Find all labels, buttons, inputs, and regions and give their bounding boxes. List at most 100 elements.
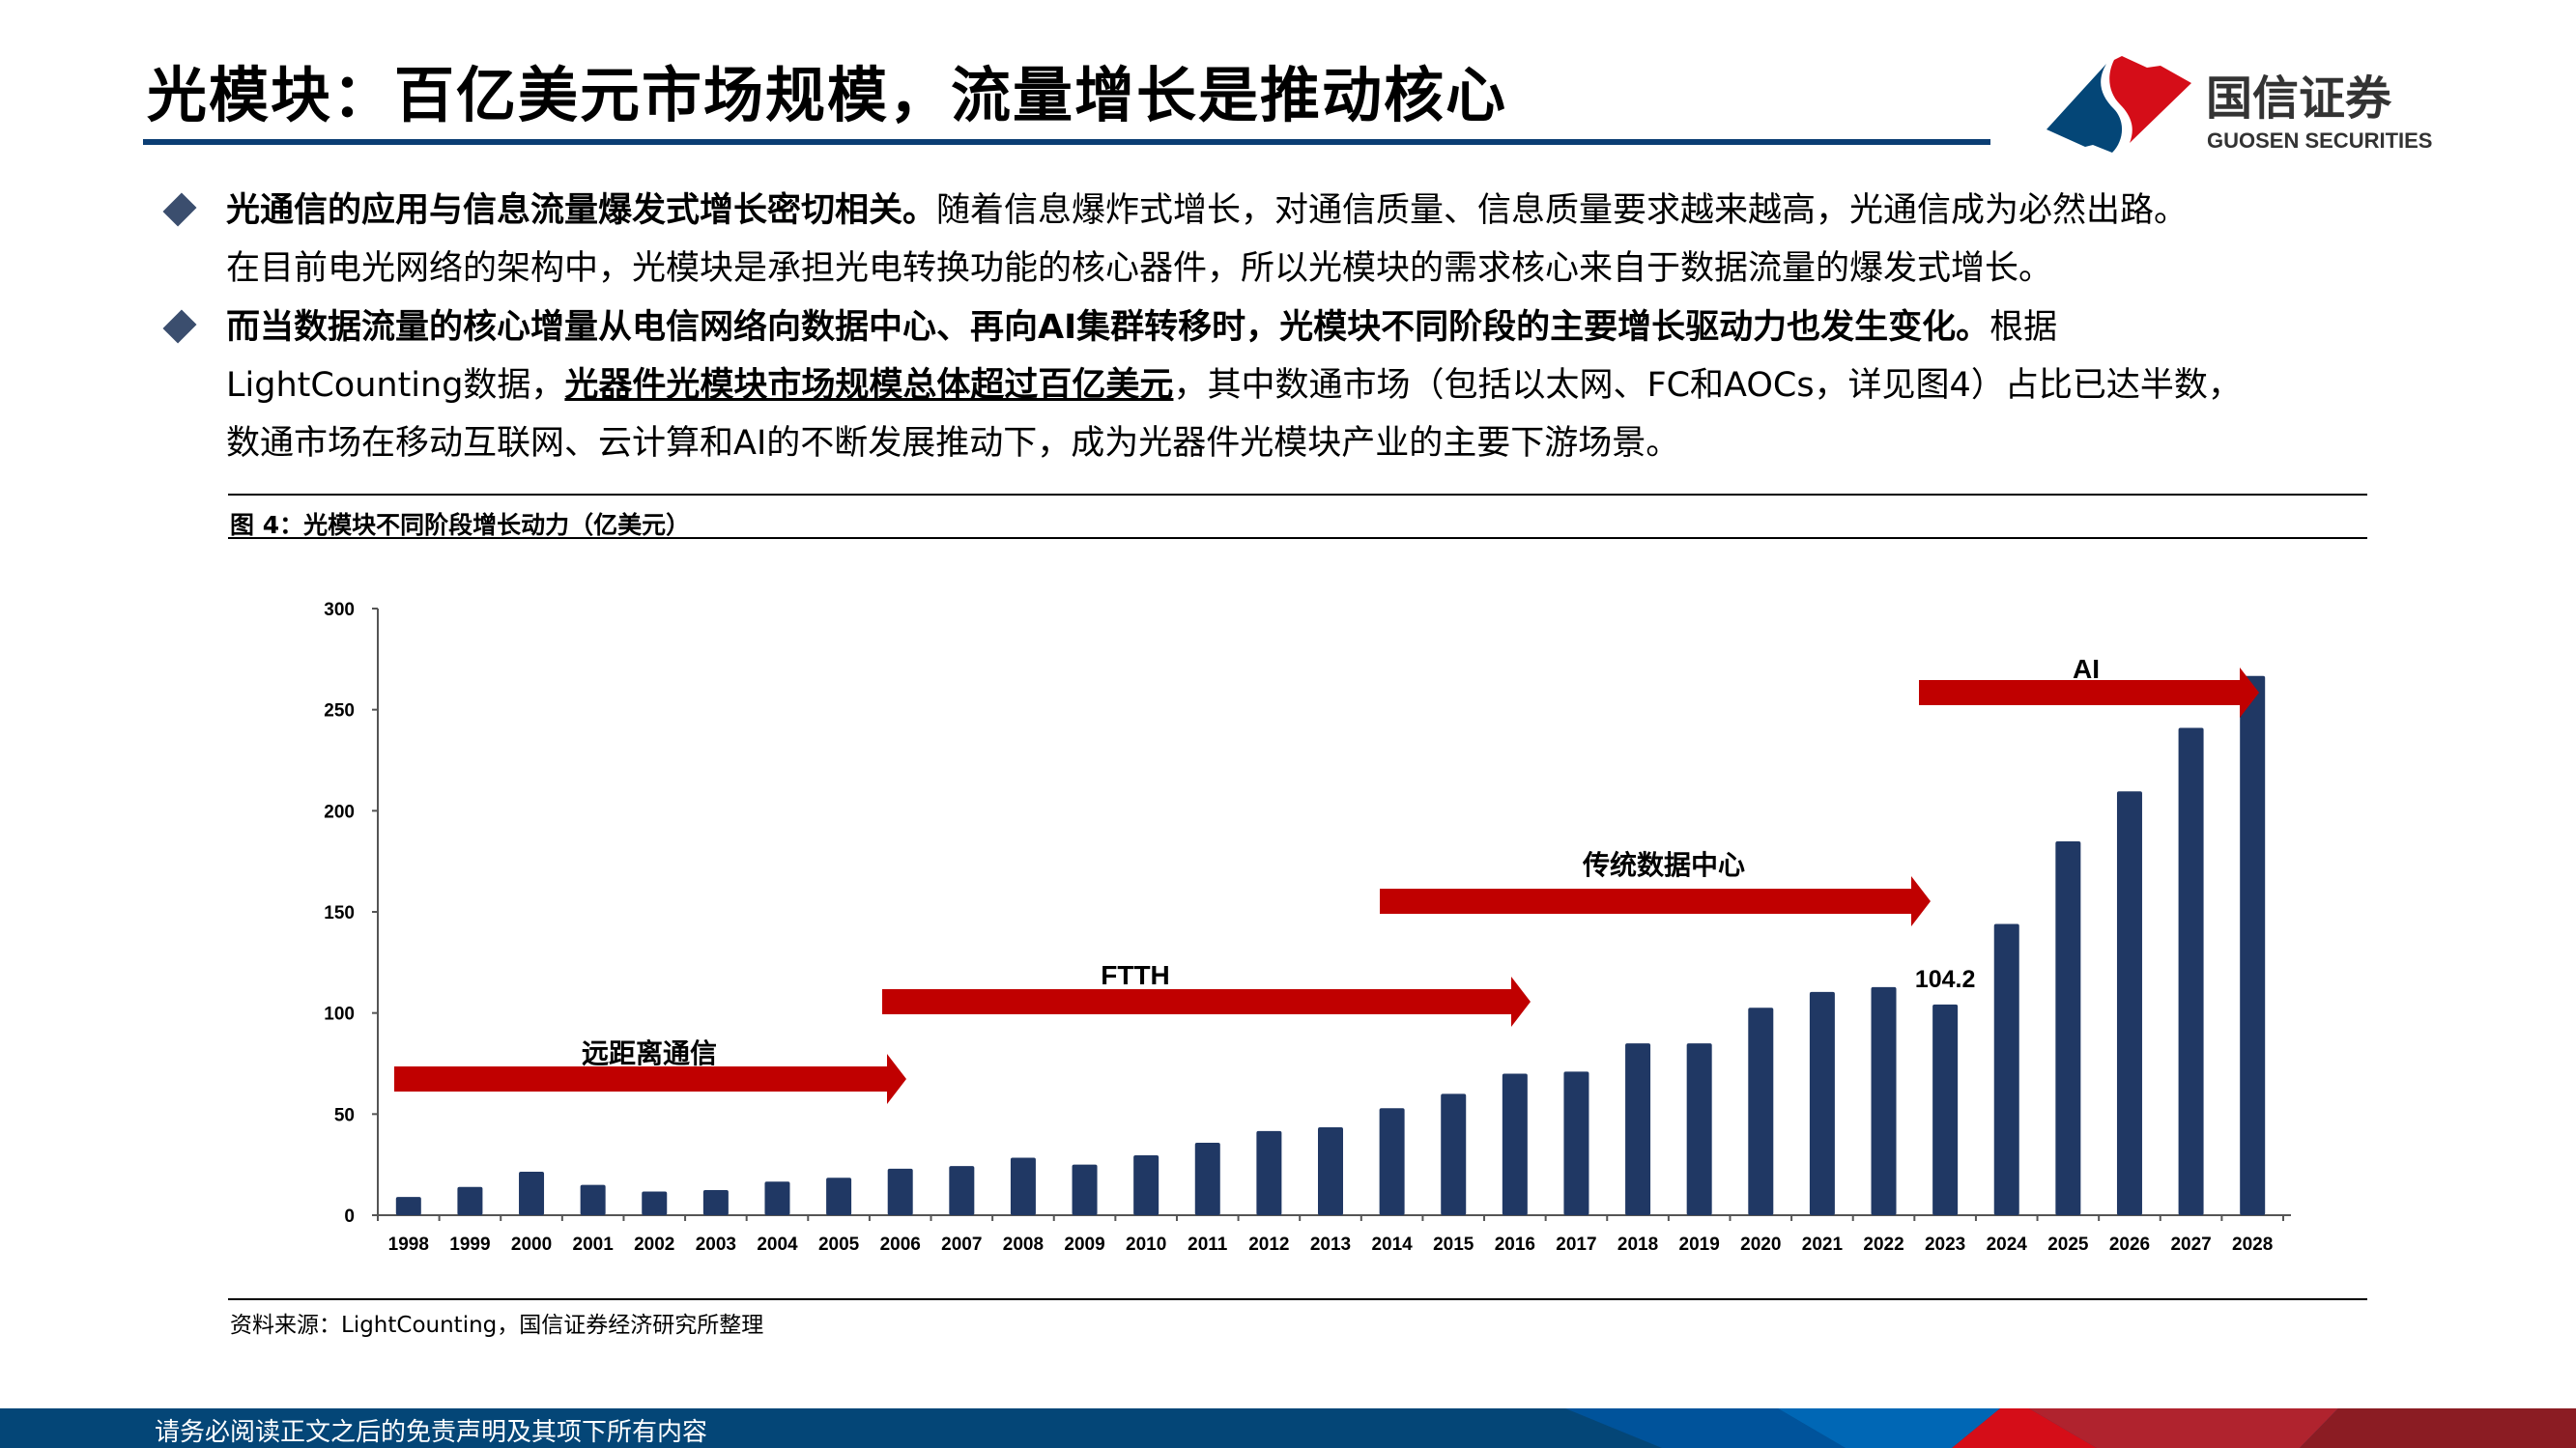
bar-2017 bbox=[1563, 1071, 1589, 1215]
bar-2010 bbox=[1133, 1155, 1159, 1215]
x-tick-label: 2007 bbox=[941, 1235, 982, 1255]
y-tick-label: 250 bbox=[324, 701, 355, 722]
bullet-2-underlined: 光器件光模块市场规模总体超过百亿美元 bbox=[564, 366, 1174, 405]
x-tick-label: 2012 bbox=[1248, 1235, 1289, 1255]
x-tick-label: 1999 bbox=[449, 1235, 490, 1255]
title-underline bbox=[143, 139, 1990, 145]
annotation-label: AI bbox=[2073, 654, 2100, 684]
x-tick-label: 2013 bbox=[1310, 1235, 1351, 1255]
bar-2026 bbox=[2116, 791, 2142, 1215]
guosen-logo: 国信证券 GUOSEN SECURITIES bbox=[2046, 56, 2432, 153]
bar-2013 bbox=[1318, 1126, 1343, 1215]
x-tick-label: 1998 bbox=[388, 1235, 429, 1255]
bar-2014 bbox=[1379, 1108, 1405, 1215]
x-tick-label: 2015 bbox=[1433, 1235, 1474, 1255]
bar-2002 bbox=[642, 1191, 668, 1215]
arrow-right-icon bbox=[882, 977, 1531, 1027]
bar-1999 bbox=[457, 1186, 483, 1215]
footer-disclaimer: 请务必阅读正文之后的免责声明及其项下所有内容 bbox=[155, 1418, 708, 1447]
bar-2020 bbox=[1748, 1008, 1774, 1215]
x-tick-label: 2002 bbox=[634, 1235, 674, 1255]
bullet-2-line3: 数通市场在移动互联网、云计算和AI的不断发展推动下，成为光器件光模块产业的主要下… bbox=[226, 424, 1680, 463]
x-tick-label: 2022 bbox=[1863, 1235, 1903, 1255]
bar-2016 bbox=[1502, 1073, 1528, 1215]
x-tick-label: 2021 bbox=[1802, 1235, 1844, 1255]
logo-cn-text: 国信证券 bbox=[2206, 73, 2392, 125]
figure-caption-rule bbox=[228, 537, 2367, 539]
bar-2001 bbox=[580, 1184, 606, 1215]
x-tick-label: 2005 bbox=[818, 1235, 860, 1255]
figure-source: 资料来源：LightCounting，国信证券经济研究所整理 bbox=[230, 1313, 764, 1338]
bar-2012 bbox=[1256, 1130, 1282, 1215]
bar-2023 bbox=[1932, 1004, 1959, 1215]
x-tick-label: 2027 bbox=[2170, 1235, 2211, 1255]
y-tick-label: 100 bbox=[324, 1005, 355, 1025]
footer-decoration bbox=[1565, 1408, 2576, 1448]
figure-bottom-rule bbox=[228, 1298, 2367, 1300]
bar-2004 bbox=[764, 1181, 790, 1215]
bar-2005 bbox=[826, 1178, 852, 1215]
x-tick-label: 2006 bbox=[880, 1235, 921, 1255]
bar-2018 bbox=[1625, 1043, 1651, 1215]
bar-2027 bbox=[2178, 727, 2204, 1215]
bar-2000 bbox=[519, 1171, 545, 1215]
figure-top-rule bbox=[228, 494, 2367, 496]
y-tick-label: 300 bbox=[324, 600, 355, 620]
logo-en-text: GUOSEN SECURITIES bbox=[2207, 128, 2432, 153]
arrow-right-icon bbox=[394, 1054, 906, 1104]
annotation-label: 传统数据中心 bbox=[1582, 849, 1745, 880]
bullet-2-line2-prefix: LightCounting数据， bbox=[226, 366, 565, 405]
x-tick-label: 2018 bbox=[1617, 1235, 1658, 1255]
x-tick-label: 2000 bbox=[511, 1235, 552, 1255]
footer-bar: 请务必阅读正文之后的免责声明及其项下所有内容 bbox=[0, 1408, 2576, 1448]
bar-1998 bbox=[395, 1197, 421, 1215]
y-tick-label: 0 bbox=[344, 1207, 355, 1227]
bullet-2-bold: 而当数据流量的核心增量从电信网络向数据中心、再向AI集群转移时，光模块不同阶段的… bbox=[226, 308, 1990, 347]
y-tick-label: 200 bbox=[324, 802, 355, 822]
bar-2022 bbox=[1871, 986, 1897, 1215]
x-tick-label: 2011 bbox=[1188, 1235, 1228, 1255]
figure-caption: 图 4：光模块不同阶段增长动力（亿美元） bbox=[230, 511, 691, 539]
bullet-1-bold: 光通信的应用与信息流量爆发式增长密切相关。 bbox=[226, 191, 937, 230]
data-label: 104.2 bbox=[1915, 966, 1976, 993]
bar-2006 bbox=[887, 1168, 913, 1215]
bar-2019 bbox=[1686, 1043, 1712, 1215]
x-tick-label: 2016 bbox=[1495, 1235, 1535, 1255]
bar-2003 bbox=[702, 1190, 729, 1215]
x-tick-label: 2023 bbox=[1925, 1235, 1965, 1255]
bar-2021 bbox=[1809, 991, 1835, 1215]
bar-2028 bbox=[2240, 675, 2266, 1215]
bar-2007 bbox=[949, 1166, 975, 1215]
x-tick-label: 2024 bbox=[1987, 1235, 2028, 1255]
x-tick-label: 2019 bbox=[1679, 1235, 1720, 1255]
bar-2009 bbox=[1072, 1164, 1098, 1215]
x-tick-label: 2014 bbox=[1371, 1235, 1413, 1255]
x-tick-label: 2008 bbox=[1003, 1235, 1044, 1255]
logo-blue-shape bbox=[2046, 64, 2123, 153]
x-tick-label: 2001 bbox=[573, 1235, 615, 1255]
bar-2015 bbox=[1441, 1093, 1467, 1215]
bullet-1-text: 随着信息爆炸式增长，对通信质量、信息质量要求越来越高，光通信成为必然出路。 bbox=[936, 191, 2189, 230]
x-tick-label: 2025 bbox=[2047, 1235, 2089, 1255]
x-tick-label: 2017 bbox=[1556, 1235, 1596, 1255]
x-tick-label: 2009 bbox=[1064, 1235, 1104, 1255]
arrow-right-icon bbox=[1380, 876, 1931, 926]
page-title: 光模块：百亿美元市场规模，流量增长是推动核心 bbox=[147, 60, 1508, 130]
bar-2025 bbox=[2055, 840, 2081, 1215]
x-tick-label: 2004 bbox=[757, 1235, 798, 1255]
bullet-1-line2: 在目前电光网络的架构中，光模块是承担光电转换功能的核心器件，所以光模块的需求核心… bbox=[226, 249, 2053, 288]
logo-red-shape bbox=[2109, 56, 2191, 143]
x-tick-label: 2003 bbox=[696, 1235, 736, 1255]
x-tick-label: 2026 bbox=[2109, 1235, 2150, 1255]
arrow-right-icon bbox=[1919, 667, 2259, 718]
x-tick-label: 2020 bbox=[1740, 1235, 1781, 1255]
bar-2024 bbox=[1993, 923, 2019, 1215]
bullet-paragraph-2: 而当数据流量的核心增量从电信网络向数据中心、再向AI集群转移时，光模块不同阶段的… bbox=[226, 298, 2448, 472]
y-tick-label: 50 bbox=[334, 1105, 355, 1125]
y-tick-label: 150 bbox=[324, 903, 355, 923]
annotation-label: FTTH bbox=[1101, 960, 1170, 990]
bullet-2-text: 根据 bbox=[1989, 308, 2058, 347]
bar-2011 bbox=[1194, 1143, 1220, 1215]
x-tick-label: 2010 bbox=[1126, 1235, 1166, 1255]
